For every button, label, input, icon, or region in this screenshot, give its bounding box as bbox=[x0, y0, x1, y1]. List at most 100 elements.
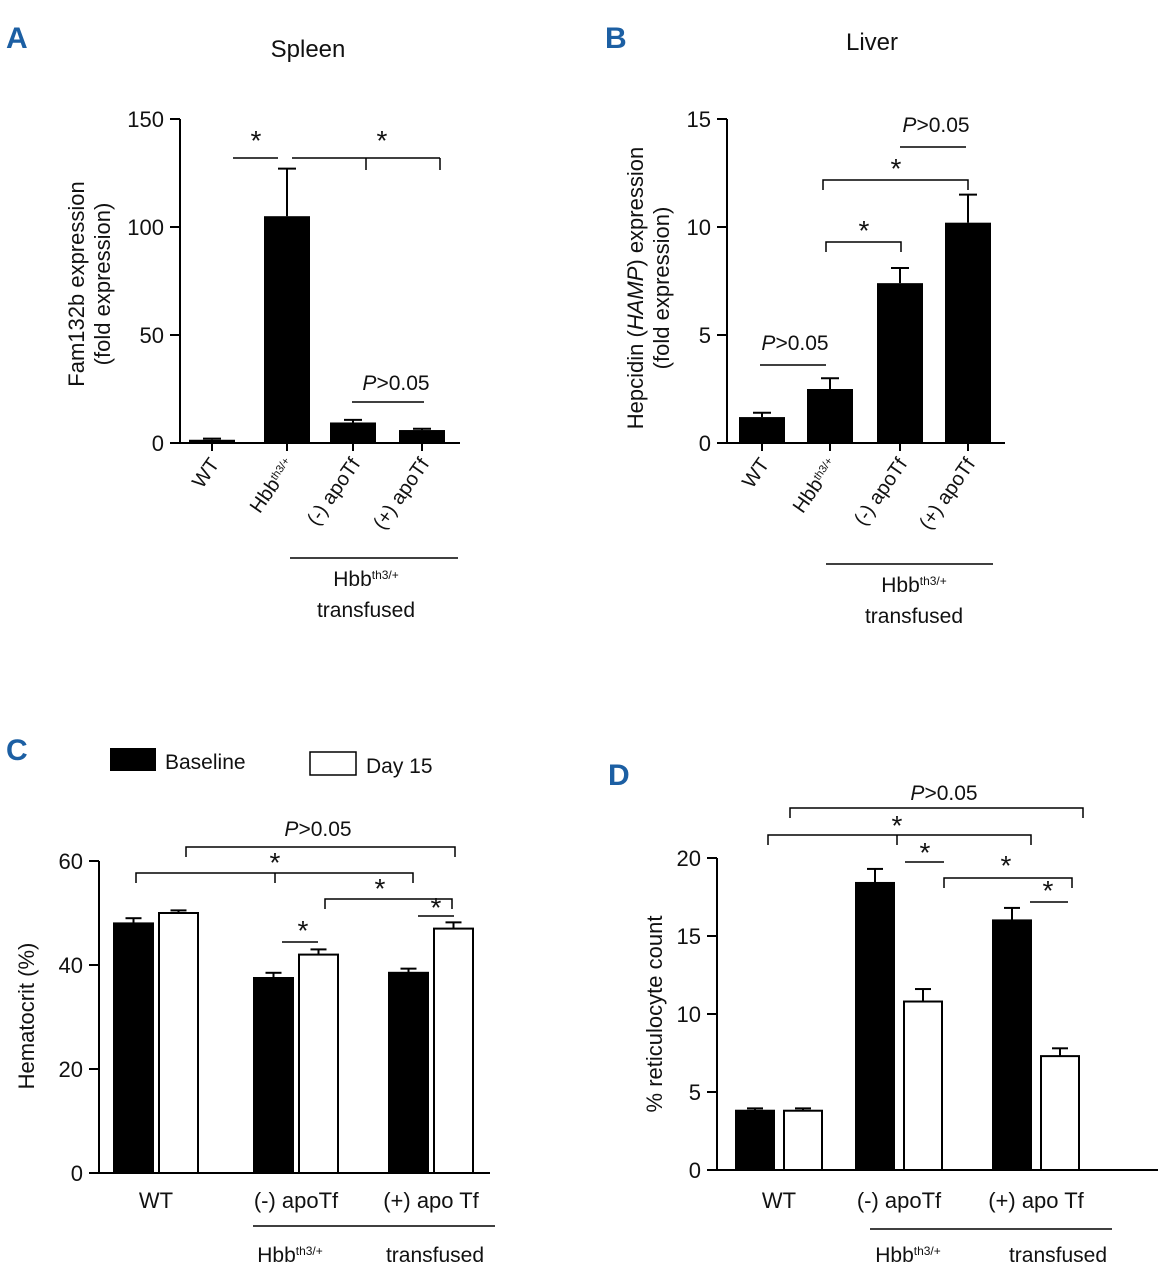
panel-letter-a: A bbox=[6, 22, 28, 55]
chart-a-y-ticks: 0 50 100 150 bbox=[127, 107, 180, 456]
chart-a-ylabel-line1: Fam132b expression bbox=[64, 181, 89, 386]
x-category-label: WT bbox=[139, 1188, 173, 1213]
chart-c-legend: Baseline Day 15 bbox=[110, 748, 433, 778]
chart-c-category-labels: WT (-) apoTf (+) apo Tf bbox=[139, 1188, 480, 1213]
y-tick-label: 10 bbox=[687, 215, 711, 240]
chart-c-y-ticks: 0 20 40 60 bbox=[59, 849, 99, 1186]
chart-d-star-2: * bbox=[920, 837, 931, 868]
bar bbox=[388, 971, 429, 1174]
chart-a-title: Spleen bbox=[271, 36, 346, 63]
y-tick-label: 40 bbox=[59, 953, 83, 978]
x-category-label: (-) apoTf bbox=[850, 454, 912, 530]
y-tick-label: 60 bbox=[59, 849, 83, 874]
chart-c-ylabel: Hematocrit (%) bbox=[14, 943, 39, 1090]
chart-a-ylabel-line2: (fold expression) bbox=[90, 203, 115, 366]
y-tick-label: 0 bbox=[689, 1158, 701, 1183]
y-tick-label: 20 bbox=[677, 846, 701, 871]
y-tick-label: 50 bbox=[140, 323, 164, 348]
chart-c-star-4: * bbox=[431, 892, 442, 923]
x-category-label: (+) apo Tf bbox=[988, 1188, 1084, 1213]
chart-b-group-label-1: Hbbth3/+ bbox=[881, 574, 947, 597]
chart-d-star-4: * bbox=[1043, 875, 1054, 906]
chart-d-bracket-day15 bbox=[943, 877, 1073, 888]
y-tick-label: 0 bbox=[71, 1161, 83, 1186]
bar bbox=[735, 1109, 775, 1171]
y-tick-label: 10 bbox=[677, 1002, 701, 1027]
chart-a-category-labels: WT Hbbth3/+ (-) apoTf (+) apoTf bbox=[188, 443, 434, 534]
chart-d-bars bbox=[735, 867, 1080, 1172]
chart-a-group-label-2: transfused bbox=[317, 599, 415, 622]
y-tick-label: 0 bbox=[152, 431, 164, 456]
x-category-label: Hbbth3/+ bbox=[789, 454, 842, 517]
chart-c-p-label: P>0.05 bbox=[284, 818, 351, 841]
chart-b-group-label-2: transfused bbox=[865, 605, 963, 628]
chart-a-significance bbox=[233, 157, 441, 403]
chart-d-bracket-wt-apotf bbox=[767, 834, 1032, 845]
x-category-label: WT bbox=[738, 454, 774, 492]
x-category-label: (-) apoTf bbox=[857, 1188, 942, 1213]
chart-b-p-label-1: P>0.05 bbox=[761, 332, 828, 355]
panel-c: C Baseline Day 15 Hematocrit (%) 0 20 40 60… bbox=[6, 734, 495, 1267]
bar bbox=[903, 1000, 943, 1172]
chart-c-star-3: * bbox=[298, 915, 309, 946]
chart-a-group-label-1: Hbbth3/+ bbox=[333, 568, 399, 591]
chart-b-title: Liver bbox=[846, 29, 898, 56]
y-tick-label: 5 bbox=[689, 1080, 701, 1105]
x-category-label: (+) apo Tf bbox=[383, 1188, 479, 1213]
bar bbox=[945, 222, 991, 443]
x-category-label: Hbbth3/+ bbox=[246, 454, 299, 517]
panel-letter-d: D bbox=[608, 759, 630, 792]
bar bbox=[1040, 1055, 1080, 1171]
chart-b-bracket-hbb-plusapotf bbox=[822, 179, 969, 190]
chart-c-bracket-p bbox=[185, 846, 456, 857]
chart-d-p-label: P>0.05 bbox=[910, 782, 977, 805]
chart-b-bracket-hbb-apotf bbox=[825, 241, 902, 252]
bar bbox=[992, 919, 1032, 1172]
chart-b-bars bbox=[739, 193, 991, 443]
legend-label-baseline: Baseline bbox=[165, 751, 246, 774]
chart-d-category-labels: WT (-) apoTf (+) apo Tf bbox=[762, 1188, 1085, 1213]
chart-a-bars bbox=[189, 167, 445, 443]
x-category-label: (-) apoTf bbox=[303, 454, 365, 530]
chart-d-ylabel: % reticulocyte count bbox=[642, 916, 667, 1113]
panel-a: A Spleen Fam132b expression (fold expres… bbox=[6, 22, 460, 622]
x-category-label: WT bbox=[188, 454, 224, 492]
chart-c-group-label-1: Hbbth3/+ bbox=[257, 1244, 323, 1267]
bar bbox=[433, 927, 474, 1174]
legend-swatch-day15 bbox=[309, 751, 357, 776]
x-category-label: (+) apoTf bbox=[369, 454, 434, 534]
legend-label-day15: Day 15 bbox=[366, 755, 433, 778]
bar bbox=[158, 912, 199, 1174]
panel-letter-c: C bbox=[6, 734, 28, 767]
panel-d: D % reticulocyte count 0 5 10 15 20 WT (-) ap… bbox=[608, 759, 1158, 1267]
chart-d-significance bbox=[767, 807, 1084, 903]
panel-letter-b: B bbox=[605, 22, 627, 55]
y-tick-label: 15 bbox=[687, 107, 711, 132]
chart-d-ylabel-text: % reticulocyte count bbox=[642, 916, 667, 1113]
chart-c-ylabel-text: Hematocrit (%) bbox=[14, 943, 39, 1090]
bar bbox=[855, 881, 895, 1172]
bar bbox=[189, 439, 235, 443]
bar bbox=[807, 389, 853, 443]
chart-d-bracket-p bbox=[789, 807, 1084, 818]
y-tick-label: 100 bbox=[127, 215, 164, 240]
y-tick-label: 20 bbox=[59, 1057, 83, 1082]
bar bbox=[783, 1109, 823, 1171]
bar bbox=[399, 430, 445, 443]
chart-b-category-labels: WT Hbbth3/+ (-) apoTf (+) apoTf bbox=[738, 443, 980, 534]
chart-b-ylabel-line2: (fold expression) bbox=[649, 207, 674, 370]
bar bbox=[877, 283, 923, 443]
chart-b-ylabel: Hepcidin (HAMP) expression (fold express… bbox=[623, 147, 674, 429]
bar bbox=[264, 216, 310, 443]
chart-d-y-ticks: 0 5 10 15 20 bbox=[677, 846, 717, 1183]
chart-b-significance bbox=[760, 146, 969, 366]
bar bbox=[330, 422, 376, 443]
chart-c-bracket-day15 bbox=[324, 898, 453, 909]
chart-b-ylabel-line1: Hepcidin (HAMP) expression bbox=[623, 147, 648, 429]
bar bbox=[739, 417, 785, 443]
chart-d-star-1: * bbox=[892, 810, 903, 841]
y-tick-label: 0 bbox=[699, 431, 711, 456]
bar bbox=[113, 922, 154, 1175]
chart-c-group-label-2: transfused bbox=[386, 1244, 484, 1267]
